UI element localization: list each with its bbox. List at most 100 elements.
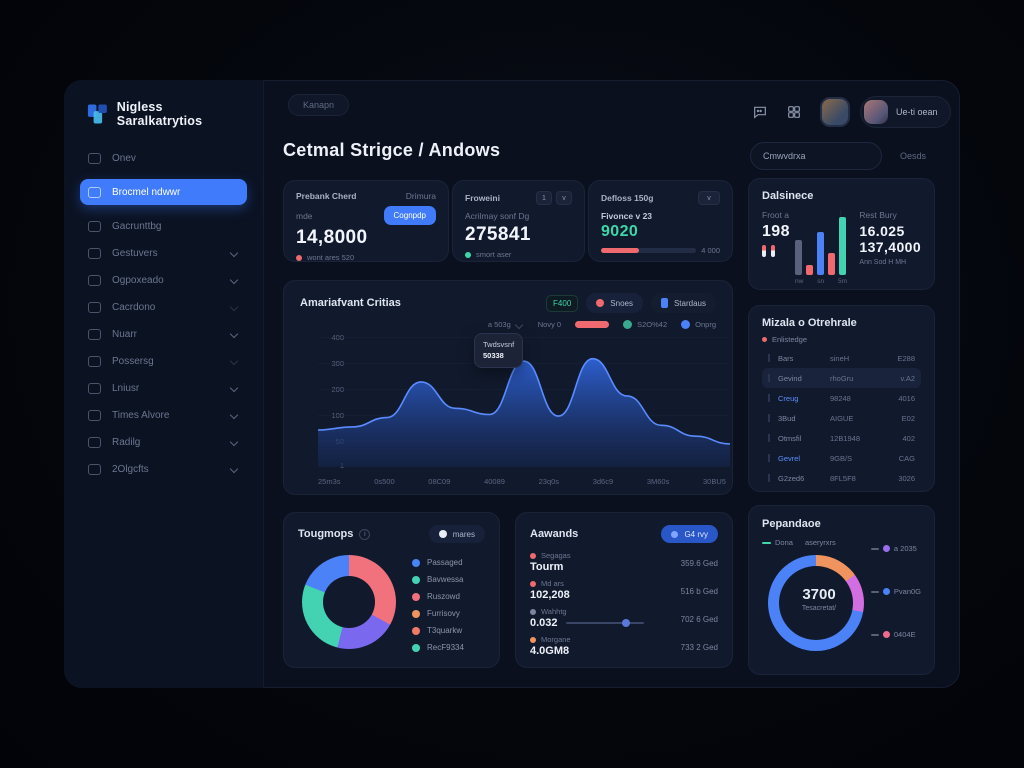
sidebar-item-11[interactable]: 2Olgcfts [80, 457, 247, 481]
legend-item: RecF9334 [412, 640, 464, 655]
dropdown-button[interactable]: v [698, 191, 720, 205]
chart-sub-1[interactable]: a 503g [488, 320, 524, 329]
legend-item: Furrisovy [412, 606, 464, 621]
metrics-card: Aawands G4 rvy Segagas Tourm 359.6 Ged M… [515, 512, 733, 668]
orange-dot-icon [530, 636, 536, 643]
chevron-down-icon [229, 329, 239, 339]
area-line [318, 357, 730, 445]
sidebar-item-1[interactable]: Brocmel ndwwr [80, 179, 247, 205]
plot-area: 400 300 200 100 50 1 [284, 331, 732, 470]
nav-label: Cacrdono [112, 301, 156, 313]
table-row[interactable]: Creug 98248 4016 [762, 388, 921, 408]
sidebar-item-6[interactable]: Nuarr [80, 322, 247, 346]
red-dot-icon [762, 337, 767, 342]
x-tick: 0s500 [374, 477, 395, 486]
sidebar-item-0[interactable]: Onev [80, 146, 247, 170]
white-dot-icon [438, 530, 447, 538]
table-row[interactable]: Gevind rhoGru v.A2 [762, 368, 921, 388]
search-action-link[interactable]: Oesds [900, 151, 927, 161]
table-row[interactable]: Bars sineH E288 [762, 348, 921, 368]
area-chart[interactable] [318, 331, 730, 467]
nav-label: Ogpoxeado [112, 274, 164, 286]
stat-label: Froweini [465, 193, 500, 203]
chat-icon[interactable] [752, 104, 768, 120]
slider-knob[interactable] [621, 618, 630, 627]
mode-toggle[interactable]: mares [428, 525, 485, 543]
info-icon[interactable]: i [359, 528, 371, 540]
nav-label: Possersg [112, 355, 154, 367]
pill-label: G4 rvy [684, 529, 708, 539]
stepper-button[interactable]: 1 [536, 191, 552, 205]
sidebar-item-10[interactable]: Radilg [80, 430, 247, 454]
dropdown-button[interactable]: v [556, 191, 572, 205]
table-row[interactable]: Otmsfil 12B1948 402 [762, 428, 921, 448]
card-title: Dalsinece [762, 190, 814, 202]
header-badge[interactable]: Kanapn [288, 94, 350, 116]
sidebar-item-3[interactable]: Gestuvers [80, 241, 247, 265]
bar-label: nw [795, 278, 804, 285]
bar [839, 217, 846, 275]
nav-label: Lniusr [112, 382, 140, 394]
legend-item: Passaged [412, 555, 464, 570]
legend-dot [412, 558, 420, 567]
sidebar-item-8[interactable]: Lniusr [80, 376, 247, 400]
indicator-bar [771, 245, 775, 257]
chart-sub-2[interactable]: Novy 0 [537, 320, 562, 329]
metric-row: Md ars 102,208 516 b Ged [530, 579, 718, 601]
nav-icon [88, 463, 101, 475]
indicator-bar [762, 245, 766, 257]
stat-action-button[interactable]: Cognpdp [383, 206, 436, 225]
row-tick [768, 354, 770, 362]
bar-label: 5m [837, 278, 847, 285]
green-dot-icon [623, 320, 633, 329]
pill-label: Snoes [610, 298, 633, 308]
sidebar-item-7[interactable]: Possersg [80, 349, 247, 373]
blue-dot-icon [681, 320, 691, 329]
table-row[interactable]: 3Bud AIGUE E02 [762, 408, 921, 428]
red-dot-icon [530, 552, 536, 559]
chevron-down-icon [229, 410, 239, 420]
metric-slider[interactable] [565, 618, 644, 627]
nav-icon [88, 301, 101, 313]
table-row[interactable]: Gevrel 9GB/S CAG [762, 448, 921, 468]
x-tick: 25m3s [318, 477, 341, 486]
legend-item: T3quarkw [412, 623, 464, 638]
tooltip-label: Twdsvsnf [483, 340, 515, 349]
progress-fill [601, 248, 640, 253]
stat-foot: wont ares 520 [307, 253, 355, 262]
chevron-down-icon [229, 302, 239, 312]
avatar[interactable] [820, 97, 850, 127]
performance-ring-chart[interactable] [768, 555, 864, 651]
segments-card: Tougmops i mares Passaged Bavwessa Ruszo… [283, 512, 500, 668]
card-title: Tougmops [298, 528, 354, 540]
metric-right: 516 b Ged [680, 587, 718, 596]
search-input[interactable] [750, 142, 882, 170]
sidebar-item-9[interactable]: Times Alvore [80, 403, 247, 427]
segments-donut-chart[interactable] [302, 555, 396, 649]
legend-dot [412, 592, 420, 601]
grid-apps-icon[interactable] [786, 104, 802, 120]
devices-right-value2: 137,4000 [859, 239, 921, 255]
metrics-filter-pill[interactable]: G4 rvy [661, 525, 718, 543]
ring-center: 3700 Tesacretat/ [771, 586, 867, 612]
sidebar-item-2[interactable]: Gacrunttbg [80, 214, 247, 238]
sidebar-item-5[interactable]: Cacrdono [80, 295, 247, 319]
user-menu[interactable]: Ue-ti oean [860, 96, 951, 128]
metric-row: Wahhtg 0.032 702 6 Ged [530, 607, 718, 629]
leaderboard-card: Mizala o Otrehrale Enlistedge Bars sineH E… [748, 305, 935, 492]
filter-pill-2[interactable]: Stardaus [650, 293, 716, 313]
row-tick [768, 434, 770, 442]
sidebar-item-4[interactable]: Ogpoxeado [80, 268, 247, 292]
legend-dot [882, 631, 890, 638]
devices-bar-chart[interactable] [795, 215, 846, 275]
filter-pill-1[interactable]: Snoes [586, 293, 643, 313]
area-fill [318, 358, 730, 467]
devices-right-sub: Ann Sod H MH [859, 259, 907, 266]
x-tick: 08C09 [428, 477, 451, 486]
avatar [864, 100, 888, 124]
table-row[interactable]: G2zed6 8FL5F8 3026 [762, 468, 921, 488]
gray-dot-icon [530, 608, 536, 615]
ring-center-caption: Tesacretat/ [801, 605, 837, 612]
nav-label: Gacrunttbg [112, 220, 162, 232]
dash-icon [870, 633, 879, 636]
